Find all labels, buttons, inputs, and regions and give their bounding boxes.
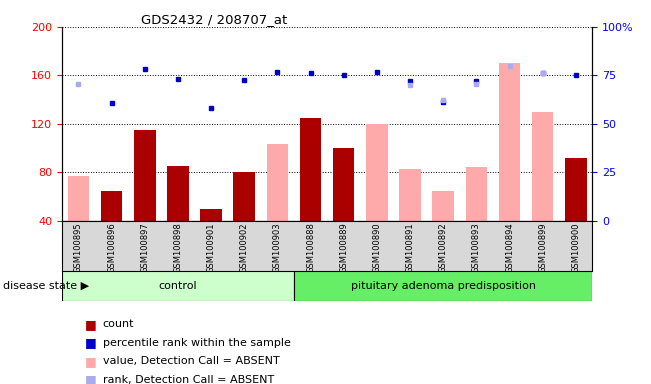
Text: GSM100891: GSM100891: [406, 222, 415, 273]
Bar: [366, 124, 387, 221]
Text: value, Detection Call = ABSENT: value, Detection Call = ABSENT: [103, 356, 280, 366]
Text: GSM100897: GSM100897: [140, 222, 149, 273]
Text: rank, Detection Call = ABSENT: rank, Detection Call = ABSENT: [103, 375, 274, 384]
Bar: [134, 130, 156, 221]
Bar: [465, 167, 487, 221]
Text: ■: ■: [85, 318, 96, 331]
Bar: [333, 148, 355, 221]
Text: ■: ■: [85, 336, 96, 349]
Text: control: control: [159, 281, 197, 291]
Bar: [234, 172, 255, 221]
Bar: [399, 169, 421, 221]
Text: ■: ■: [85, 373, 96, 384]
Text: GSM100894: GSM100894: [505, 222, 514, 273]
Bar: [62, 271, 294, 301]
Bar: [432, 190, 454, 221]
Text: GSM100901: GSM100901: [206, 222, 215, 273]
Text: GSM100892: GSM100892: [439, 222, 448, 273]
Text: count: count: [103, 319, 134, 329]
Text: GSM100898: GSM100898: [173, 222, 182, 273]
Text: GSM100889: GSM100889: [339, 222, 348, 273]
Text: GSM100888: GSM100888: [306, 222, 315, 273]
Text: GDS2432 / 208707_at: GDS2432 / 208707_at: [141, 13, 288, 26]
Text: GSM100896: GSM100896: [107, 222, 116, 273]
Text: GSM100903: GSM100903: [273, 222, 282, 273]
Text: ■: ■: [85, 355, 96, 368]
Text: GSM100893: GSM100893: [472, 222, 481, 273]
Bar: [299, 118, 322, 221]
Text: GSM100900: GSM100900: [572, 222, 580, 273]
Text: disease state ▶: disease state ▶: [3, 281, 89, 291]
Bar: [167, 166, 189, 221]
Bar: [532, 112, 553, 221]
Bar: [68, 176, 89, 221]
Bar: [267, 144, 288, 221]
Bar: [565, 158, 587, 221]
Text: GSM100895: GSM100895: [74, 222, 83, 273]
Text: GSM100899: GSM100899: [538, 222, 547, 273]
Text: GSM100902: GSM100902: [240, 222, 249, 273]
Text: GSM100890: GSM100890: [372, 222, 381, 273]
Bar: [499, 63, 520, 221]
Bar: [101, 190, 122, 221]
Text: pituitary adenoma predisposition: pituitary adenoma predisposition: [351, 281, 536, 291]
Bar: [294, 271, 592, 301]
Text: percentile rank within the sample: percentile rank within the sample: [103, 338, 291, 348]
Bar: [201, 209, 222, 221]
